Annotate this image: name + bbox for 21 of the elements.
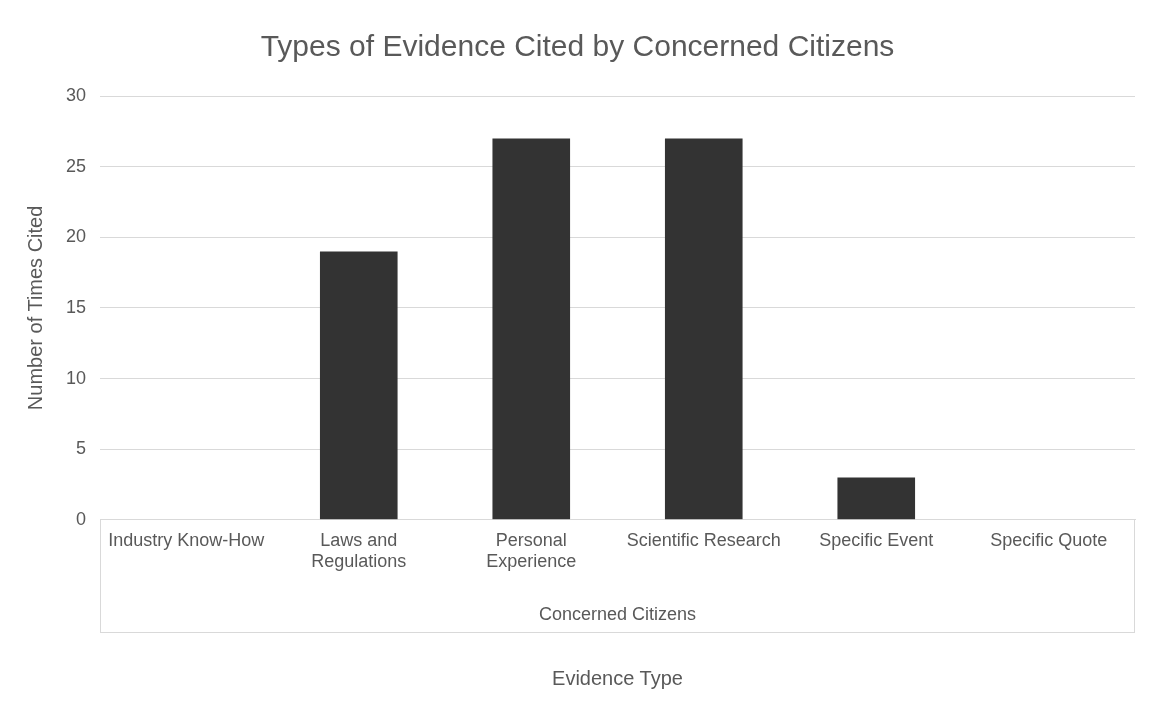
y-tick-label: 5 <box>76 438 87 459</box>
y-tick-label: 0 <box>76 508 87 529</box>
y-tick-label: 10 <box>65 367 87 388</box>
x-tick-label: Scientific Research <box>626 529 781 550</box>
x-tick-label: Specific Event <box>819 529 934 550</box>
x-tick-label: Laws and Regulations <box>311 529 407 572</box>
bar <box>319 251 398 520</box>
y-tick-label: 25 <box>65 155 87 176</box>
bar <box>664 138 743 520</box>
bar <box>837 477 916 520</box>
y-tick-label: 20 <box>65 226 87 247</box>
text: Concerned Citizens <box>538 603 697 624</box>
chart-title: Types of Evidence Cited by Concerned Citizens <box>260 29 895 63</box>
bar <box>492 138 571 520</box>
x-tick-label: Industry Know-How <box>108 529 266 550</box>
y-tick-label: 30 <box>65 84 87 105</box>
x-tick-label: Personal Experience <box>486 529 577 572</box>
x-tick-label: Specific Quote <box>990 529 1108 550</box>
x-axis-title: Evidence Type <box>552 666 683 689</box>
y-axis-title: Number of Times Cited <box>23 205 46 411</box>
y-tick-label: 15 <box>65 296 87 317</box>
